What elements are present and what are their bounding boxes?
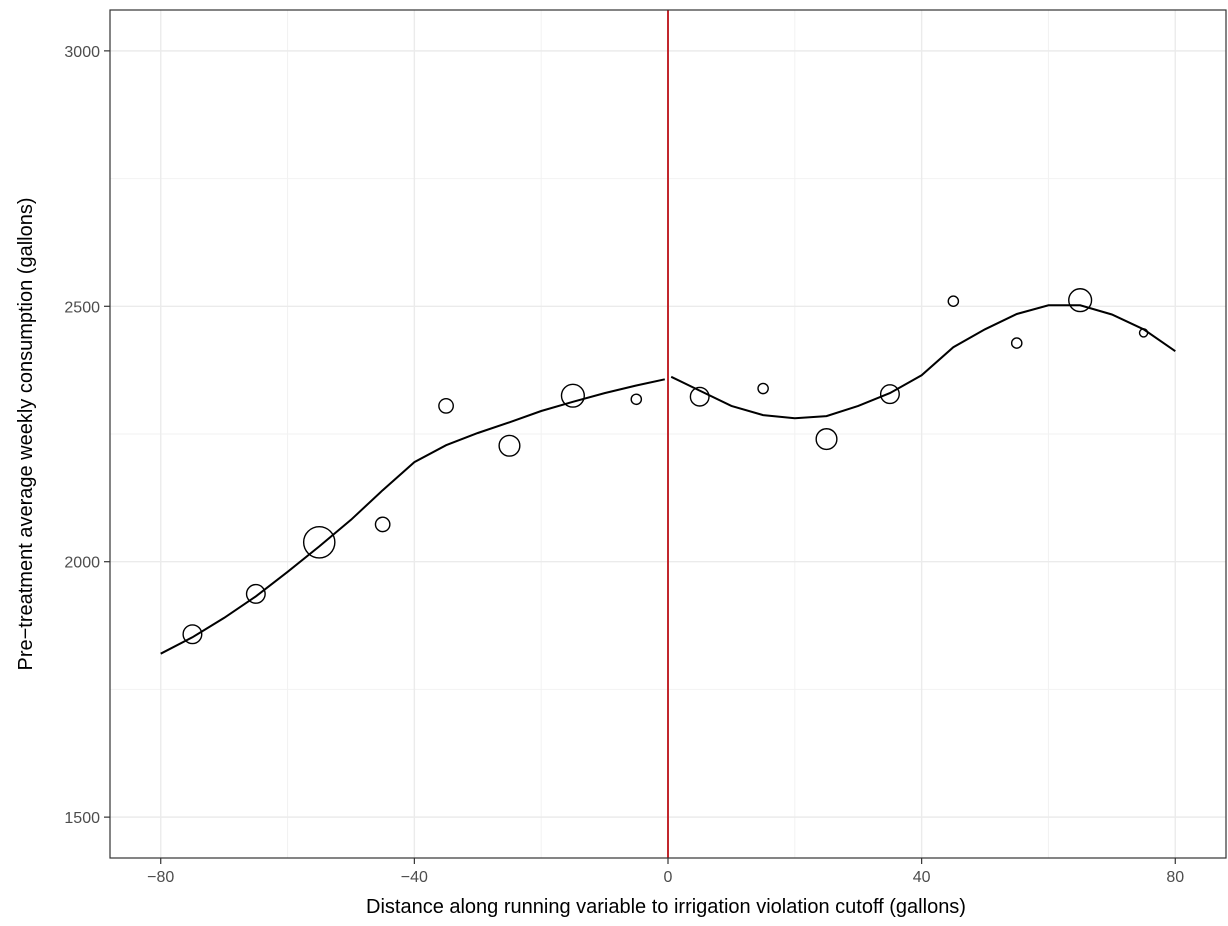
- y-tick-label: 2000: [64, 555, 100, 572]
- x-tick-label: 0: [664, 869, 673, 886]
- data-point: [302, 525, 336, 559]
- y-axis-ticks: 1500 2000 2500 3000: [64, 44, 110, 827]
- data-point: [182, 624, 203, 645]
- x-tick-label: −80: [147, 869, 174, 886]
- data-point: [245, 583, 266, 604]
- data-point: [374, 516, 391, 533]
- x-tick-label: 80: [1166, 869, 1184, 886]
- data-point: [438, 398, 454, 414]
- fit-line-right: [670, 304, 1176, 420]
- data-point: [1010, 337, 1023, 349]
- data-point: [947, 295, 960, 307]
- data-point: [630, 393, 643, 406]
- y-tick-label: 3000: [64, 44, 100, 61]
- x-axis-title: Distance along running variable to irrig…: [366, 896, 966, 918]
- y-axis-title: Pre−treatment average weekly consumption…: [15, 197, 37, 670]
- x-tick-label: 40: [913, 869, 931, 886]
- x-axis-ticks: −80 −40 0 40 80: [147, 858, 1184, 886]
- data-point: [498, 434, 521, 457]
- data-point: [560, 383, 585, 408]
- data-point: [815, 428, 838, 451]
- data-point: [1068, 288, 1093, 313]
- x-tick-label: −40: [401, 869, 428, 886]
- data-point: [757, 382, 769, 395]
- data-point: [879, 384, 900, 405]
- y-tick-label: 2500: [64, 299, 100, 316]
- y-tick-label: 1500: [64, 810, 100, 827]
- data-point: [689, 386, 710, 407]
- data-points: [182, 288, 1149, 645]
- data-point: [1138, 328, 1149, 338]
